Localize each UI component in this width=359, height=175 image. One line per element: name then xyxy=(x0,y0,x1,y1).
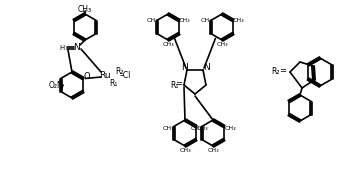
Text: Ru: Ru xyxy=(99,71,111,79)
Text: –Cl: –Cl xyxy=(119,71,131,79)
Text: CH₃: CH₃ xyxy=(232,18,244,23)
Text: CH₃: CH₃ xyxy=(190,125,202,131)
Text: CH₃: CH₃ xyxy=(196,125,208,131)
Text: CH₃: CH₃ xyxy=(162,125,174,131)
Text: R₁: R₁ xyxy=(170,80,178,89)
Text: R₂: R₂ xyxy=(115,66,123,75)
Text: CH₃: CH₃ xyxy=(224,125,236,131)
Text: CH₃: CH₃ xyxy=(178,18,190,23)
Text: =: = xyxy=(280,66,286,75)
Text: H: H xyxy=(59,45,65,51)
Text: N: N xyxy=(181,64,187,72)
Text: CH₃: CH₃ xyxy=(179,148,191,152)
Text: R₂: R₂ xyxy=(272,68,280,76)
Text: CH₃: CH₃ xyxy=(146,18,158,23)
Text: CH₃: CH₃ xyxy=(207,148,219,152)
Text: CH₃: CH₃ xyxy=(200,18,212,23)
Text: =: = xyxy=(176,79,182,89)
Text: CH₃: CH₃ xyxy=(78,5,92,13)
Text: O: O xyxy=(84,72,90,81)
Text: O₂N: O₂N xyxy=(48,80,64,89)
Text: N: N xyxy=(74,44,80,52)
Text: N: N xyxy=(202,64,209,72)
Text: CH₃: CH₃ xyxy=(162,41,174,47)
Text: R₁: R₁ xyxy=(109,79,117,89)
Text: CH₃: CH₃ xyxy=(216,41,228,47)
